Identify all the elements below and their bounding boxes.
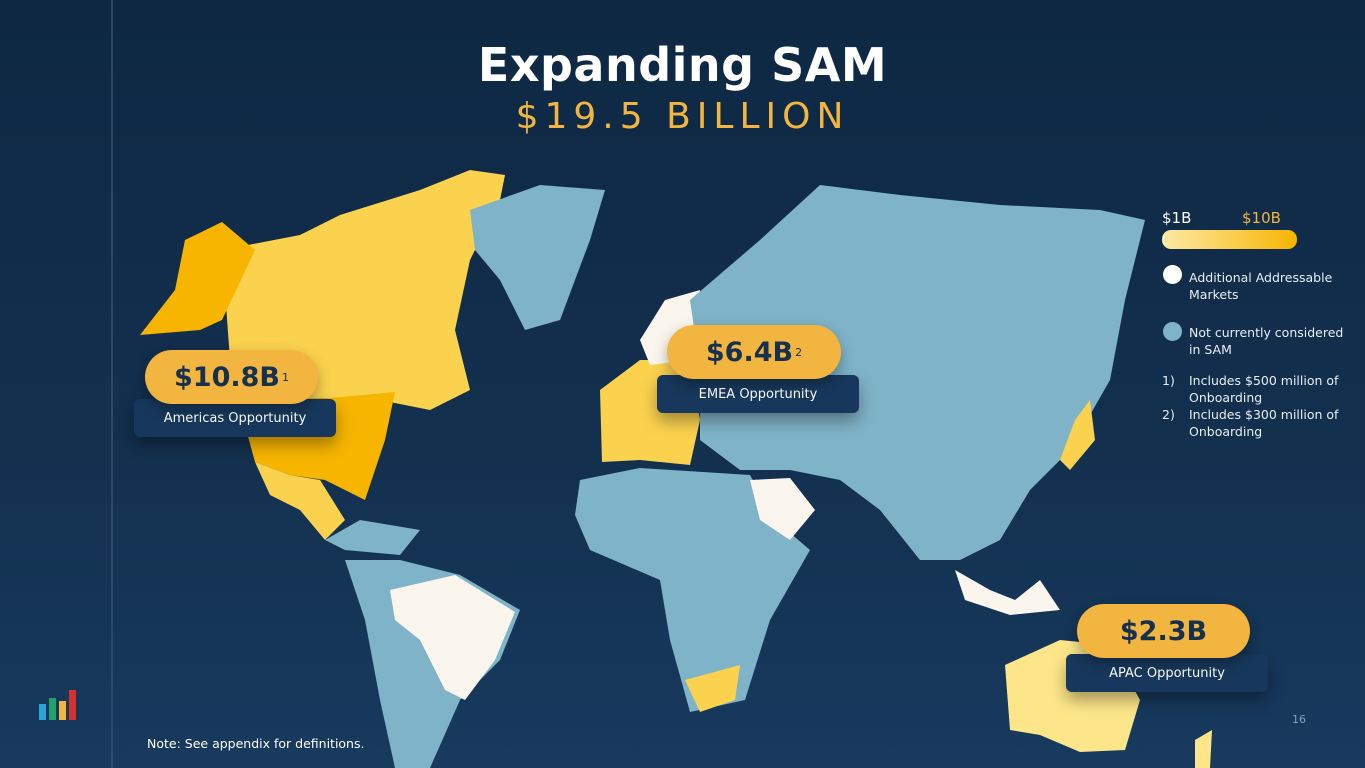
legend-item: Not currently considered in SAM: [1189, 325, 1344, 357]
subtitle: $19.5 BILLION: [515, 96, 850, 137]
scale-min: $1B: [1162, 209, 1192, 227]
amount: $6.4B: [705, 336, 794, 368]
africa: [575, 468, 810, 712]
callout-label: APAC Opportunity: [1066, 654, 1268, 692]
south-africa: [685, 665, 740, 712]
asia: [690, 185, 1145, 560]
color-scale: [1162, 230, 1297, 249]
legend-item: Additional Addressable Markets: [1189, 270, 1333, 302]
brazil: [390, 575, 515, 700]
greenland: [470, 185, 605, 330]
saudi-arabia: [750, 478, 815, 540]
southeast-asia: [955, 570, 1060, 615]
scale-max: $10B: [1242, 209, 1281, 227]
footnote-marker: 1): [1162, 373, 1175, 388]
logo-bar: [59, 701, 66, 720]
footnote: Includes $300 million of Onboarding: [1189, 407, 1339, 439]
footnote: Includes $500 million of Onboarding: [1189, 373, 1339, 405]
japan: [1060, 400, 1095, 470]
title: Expanding SAM: [477, 38, 888, 92]
note: Note: See appendix for definitions.: [147, 736, 365, 751]
callout-amount: $10.8B 1: [145, 350, 318, 404]
mexico: [255, 462, 345, 540]
callout-amount: $6.4B 2: [667, 325, 841, 379]
footnote-marker: 2): [1162, 407, 1175, 422]
footnote-marker: 1: [281, 370, 289, 384]
callout-label: EMEA Opportunity: [657, 375, 859, 413]
new-zealand: [1195, 730, 1212, 768]
amount: $10.8B: [174, 361, 280, 393]
page-number: 16: [1292, 713, 1306, 726]
amount: $2.3B: [1119, 615, 1208, 647]
footnote-marker: 2: [795, 345, 803, 359]
callout-amount: $2.3B: [1077, 604, 1250, 658]
alaska: [140, 222, 255, 335]
central-america: [325, 520, 420, 555]
logo-bar: [69, 690, 76, 720]
legend-swatch: [1163, 265, 1182, 284]
legend-swatch: [1163, 322, 1182, 341]
logo-bar: [49, 698, 56, 720]
logo-bar: [39, 704, 46, 720]
callout-label: Americas Opportunity: [134, 399, 336, 437]
